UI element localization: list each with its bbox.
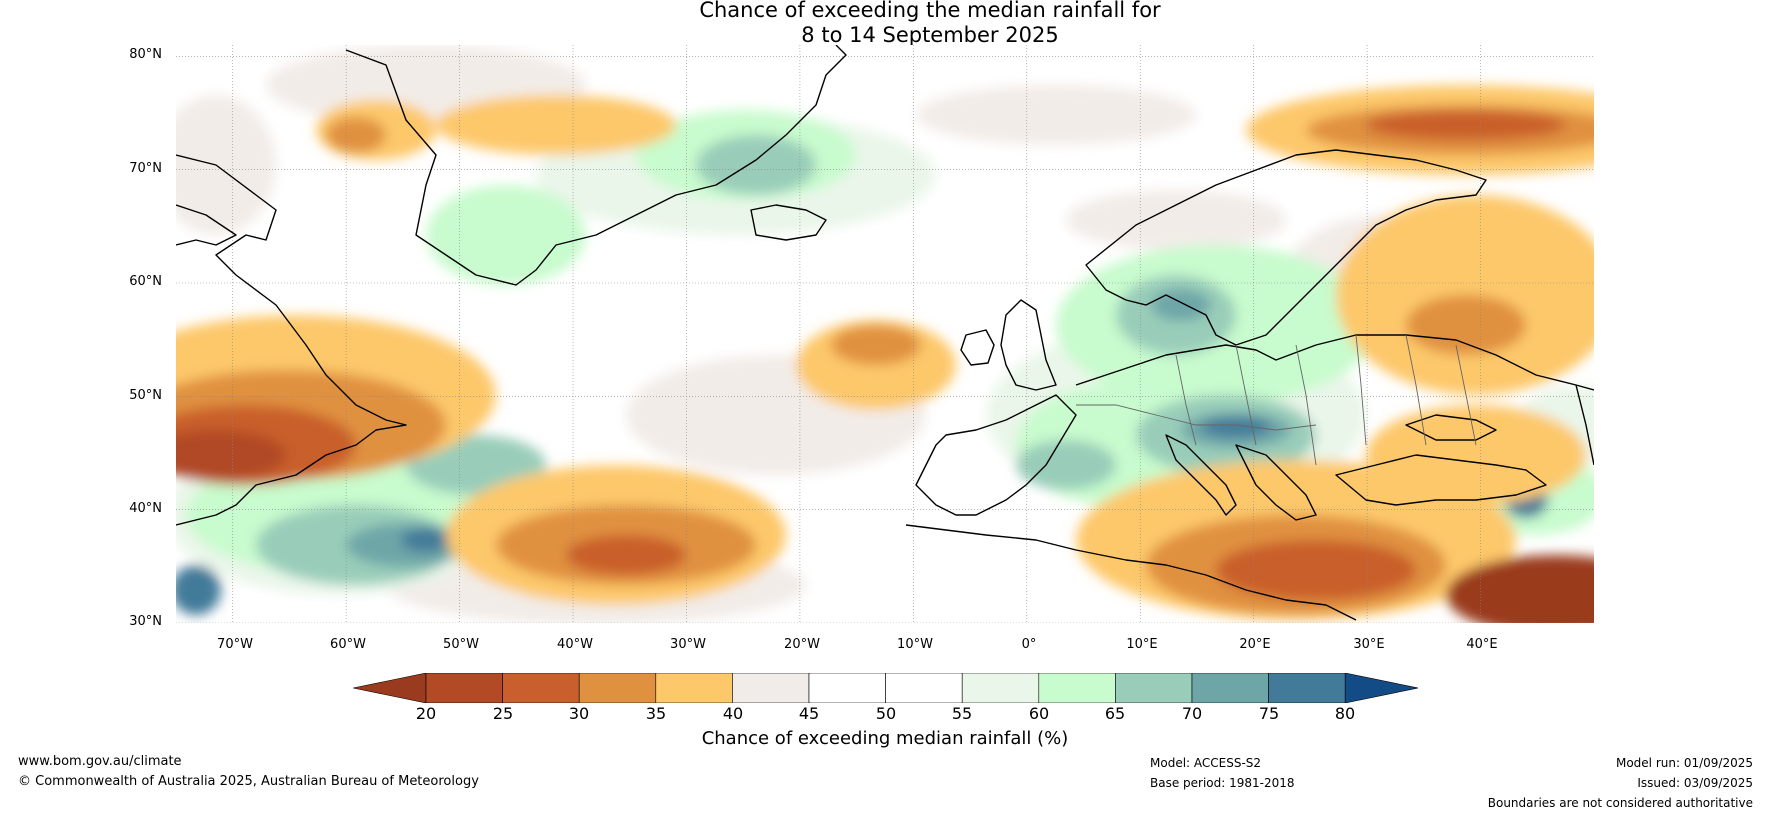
colorbar-segment	[578, 673, 657, 703]
lat-label: 40°N	[129, 501, 162, 516]
colorbar-segment	[425, 673, 503, 703]
title-line-1: Chance of exceeding the median rainfall …	[699, 0, 1161, 22]
colorbar-segment	[1115, 673, 1193, 703]
lon-label: 40°E	[1466, 637, 1498, 652]
colorbar-tick: 50	[875, 704, 897, 723]
colorbar-tick: 55	[951, 704, 973, 723]
lon-label: 20°W	[784, 637, 820, 652]
lon-label: 20°E	[1239, 637, 1271, 652]
lat-label: 50°N	[129, 388, 162, 403]
lon-label: 30°E	[1353, 637, 1385, 652]
colorbar-tick: 30	[568, 704, 590, 723]
lon-label: 60°W	[330, 637, 366, 652]
colorbar-tick: 65	[1104, 704, 1126, 723]
lat-label: 60°N	[129, 274, 162, 289]
colorbar-tick: 60	[1028, 704, 1050, 723]
colorbar-tick: 25	[492, 704, 514, 723]
colorbar-segment	[961, 673, 1040, 703]
colorbar-segment	[808, 673, 886, 703]
lon-label: 40°W	[557, 637, 593, 652]
copyright-text: © Commonwealth of Australia 2025, Austra…	[18, 774, 479, 789]
colorbar-segment	[732, 673, 810, 703]
model-text: Model: ACCESS-S2	[1150, 756, 1262, 770]
colorbar-tick: 80	[1334, 704, 1356, 723]
lat-label: 70°N	[129, 161, 162, 176]
lat-label: 80°N	[129, 47, 162, 62]
lon-label: 50°W	[443, 637, 479, 652]
lon-label: 10°W	[897, 637, 933, 652]
borders	[1076, 334, 1477, 466]
colorbar-tick: 20	[415, 704, 437, 723]
lon-label: 30°W	[670, 637, 706, 652]
colorbar-segment	[502, 673, 580, 703]
colorbar-segment	[885, 673, 963, 703]
graticule	[176, 45, 1594, 623]
title-line-2: 8 to 14 September 2025	[801, 23, 1059, 47]
colorbar-segment	[1191, 673, 1269, 703]
lon-label: 0°	[1021, 637, 1037, 652]
disclaimer-text: Boundaries are not considered authoritat…	[1487, 796, 1753, 810]
colorbar-title: Chance of exceeding median rainfall (%)	[701, 728, 1069, 749]
colorbar-tick: 35	[645, 704, 667, 723]
website-link[interactable]: www.bom.gov.au/climate	[18, 754, 182, 769]
lat-label: 30°N	[129, 614, 162, 629]
rainfall-map	[176, 45, 1594, 623]
lon-label: 10°E	[1126, 637, 1158, 652]
colorbar	[353, 673, 1418, 703]
colorbar-tick: 45	[798, 704, 820, 723]
colorbar-extend-low	[353, 673, 427, 703]
base-period-text: Base period: 1981-2018	[1150, 776, 1295, 790]
issued-text: Issued: 03/09/2025	[1637, 776, 1753, 790]
colorbar-tick: 70	[1181, 704, 1203, 723]
map-title: Chance of exceeding the median rainfall …	[0, 0, 1770, 48]
colorbar-tick: 40	[722, 704, 744, 723]
probability-fields	[176, 45, 1594, 623]
colorbar-tick: 75	[1258, 704, 1280, 723]
colorbar-segment	[1038, 673, 1116, 703]
colorbar-extend-high	[1344, 673, 1418, 703]
coastlines	[176, 45, 1594, 621]
colorbar-segment	[655, 673, 733, 703]
lon-label: 70°W	[217, 637, 253, 652]
model-run-text: Model run: 01/09/2025	[1615, 756, 1753, 770]
colorbar-segment	[1268, 673, 1346, 703]
